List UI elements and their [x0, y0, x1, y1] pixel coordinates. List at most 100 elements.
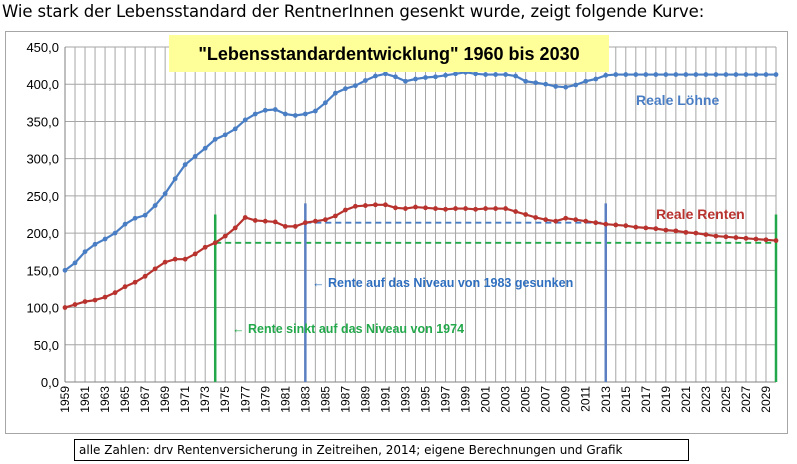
- wages-data-point: [623, 72, 629, 77]
- wages-data-point: [423, 75, 428, 80]
- pensions-data-point: [122, 284, 128, 290]
- x-tick-label: 1969: [158, 386, 172, 413]
- wages-data-point: [753, 72, 759, 77]
- wages-data-point: [112, 230, 118, 236]
- pensions-data-point: [363, 203, 368, 208]
- wages-data-point: [342, 86, 348, 92]
- x-tick-label: 2007: [539, 386, 553, 413]
- pensions-data-point: [643, 225, 649, 231]
- wages-data-point: [363, 78, 368, 83]
- pensions-data-point: [563, 215, 569, 221]
- pensions-data-point: [543, 217, 549, 223]
- pensions-data-point: [172, 256, 178, 262]
- wages-data-point: [212, 136, 218, 142]
- x-tick-label: 1993: [398, 386, 412, 413]
- y-tick-label: 400,0: [26, 77, 59, 92]
- pensions-data-point: [403, 206, 408, 211]
- pensions-data-point: [553, 218, 559, 224]
- pensions-data-point: [242, 215, 248, 220]
- x-tick-label: 1961: [78, 386, 92, 413]
- pensions-data-point: [413, 204, 418, 210]
- wages-data-point: [443, 72, 448, 78]
- wages-data-point: [232, 126, 238, 132]
- pensions-data-point: [353, 203, 358, 209]
- pensions-data-point: [493, 206, 499, 211]
- pensions-data-point: [613, 222, 619, 228]
- wages-data-point: [202, 145, 208, 151]
- wages-data-point: [763, 72, 769, 77]
- pensions-data-point: [683, 229, 689, 235]
- wages-data-point: [82, 249, 88, 255]
- pensions-data-point: [112, 290, 118, 296]
- pensions-data-point: [282, 224, 288, 229]
- x-tick-label: 2017: [639, 386, 653, 413]
- wages-data-point: [242, 117, 248, 123]
- x-tick-label: 1983: [298, 386, 312, 413]
- pensions-data-point: [463, 206, 468, 211]
- wages-data-point: [132, 215, 138, 221]
- y-tick-label: 100,0: [26, 301, 59, 316]
- pensions-data-point: [703, 232, 709, 238]
- wages-data-point: [92, 241, 98, 247]
- pensions-data-point: [72, 302, 78, 307]
- x-tick-label: 1997: [439, 386, 453, 413]
- wages-data-point: [312, 108, 318, 114]
- pensions-data-point: [603, 221, 609, 227]
- pensions-data-point: [192, 251, 198, 257]
- wages-data-point: [593, 76, 599, 82]
- pensions-data-point: [583, 218, 589, 224]
- pensions-data-point: [152, 266, 158, 272]
- x-tick-label: 2003: [499, 386, 513, 413]
- pensions-data-point: [312, 218, 318, 224]
- wages-data-point: [483, 72, 488, 77]
- pensions-data-point: [272, 219, 278, 225]
- pensions-data-point: [212, 240, 218, 246]
- wages-data-point: [653, 72, 659, 77]
- wages-data-point: [383, 71, 388, 77]
- x-tick-label: 2011: [579, 386, 593, 412]
- pensions-data-point: [653, 226, 659, 232]
- pensions-data-point: [162, 259, 168, 265]
- annotation-1983: ← Rente auf das Niveau von 1983 gesunken: [312, 276, 573, 290]
- wages-data-point: [453, 71, 458, 77]
- pensions-data-point: [443, 206, 448, 212]
- pensions-data-point: [773, 238, 779, 243]
- wages-data-point: [473, 71, 478, 77]
- x-tick-label: 2005: [519, 386, 533, 413]
- pensions-data-point: [473, 206, 478, 212]
- pensions-data-point: [92, 297, 98, 303]
- pensions-data-point: [182, 256, 188, 262]
- pensions-series-label: Reale Renten: [656, 206, 745, 222]
- pensions-data-point: [733, 235, 739, 240]
- pensions-data-point: [573, 217, 579, 223]
- x-tick-label: 2027: [739, 386, 753, 413]
- pensions-data-point: [453, 206, 458, 211]
- wages-data-point: [252, 111, 258, 117]
- wages-data-point: [493, 72, 499, 77]
- wages-data-point: [292, 113, 298, 118]
- wages-data-point: [282, 111, 288, 117]
- x-tick-label: 2023: [699, 386, 713, 413]
- wages-data-point: [393, 74, 398, 80]
- x-tick-label: 2009: [559, 386, 573, 413]
- wages-data-point: [643, 72, 649, 77]
- axes: 0,0 50,0 100,0 150,0 200,0 250,0 300,0 350,0 400…: [26, 40, 773, 413]
- x-tick-label: 1977: [238, 386, 252, 413]
- x-tick-label: 2001: [479, 386, 493, 413]
- wages-data-point: [413, 76, 418, 82]
- wages-data-point: [262, 107, 268, 113]
- y-tick-label: 450,0: [26, 40, 59, 55]
- wages-series-label: Reale Löhne: [636, 92, 719, 108]
- wages-data-point: [142, 212, 148, 218]
- line-chart: 0,0 50,0 100,0 150,0 200,0 250,0 300,0 350,0 400…: [26, 35, 779, 413]
- wages-data-point: [563, 84, 569, 90]
- wages-data-point: [503, 72, 509, 77]
- x-tick-label: 1965: [118, 386, 132, 413]
- pensions-data-point: [232, 225, 238, 231]
- wages-data-point: [222, 132, 228, 138]
- wages-data-point: [683, 72, 689, 77]
- wages-data-point: [373, 73, 378, 79]
- pensions-data-point: [763, 237, 769, 243]
- pensions-data-point: [342, 207, 348, 213]
- pensions-data-point: [332, 213, 338, 219]
